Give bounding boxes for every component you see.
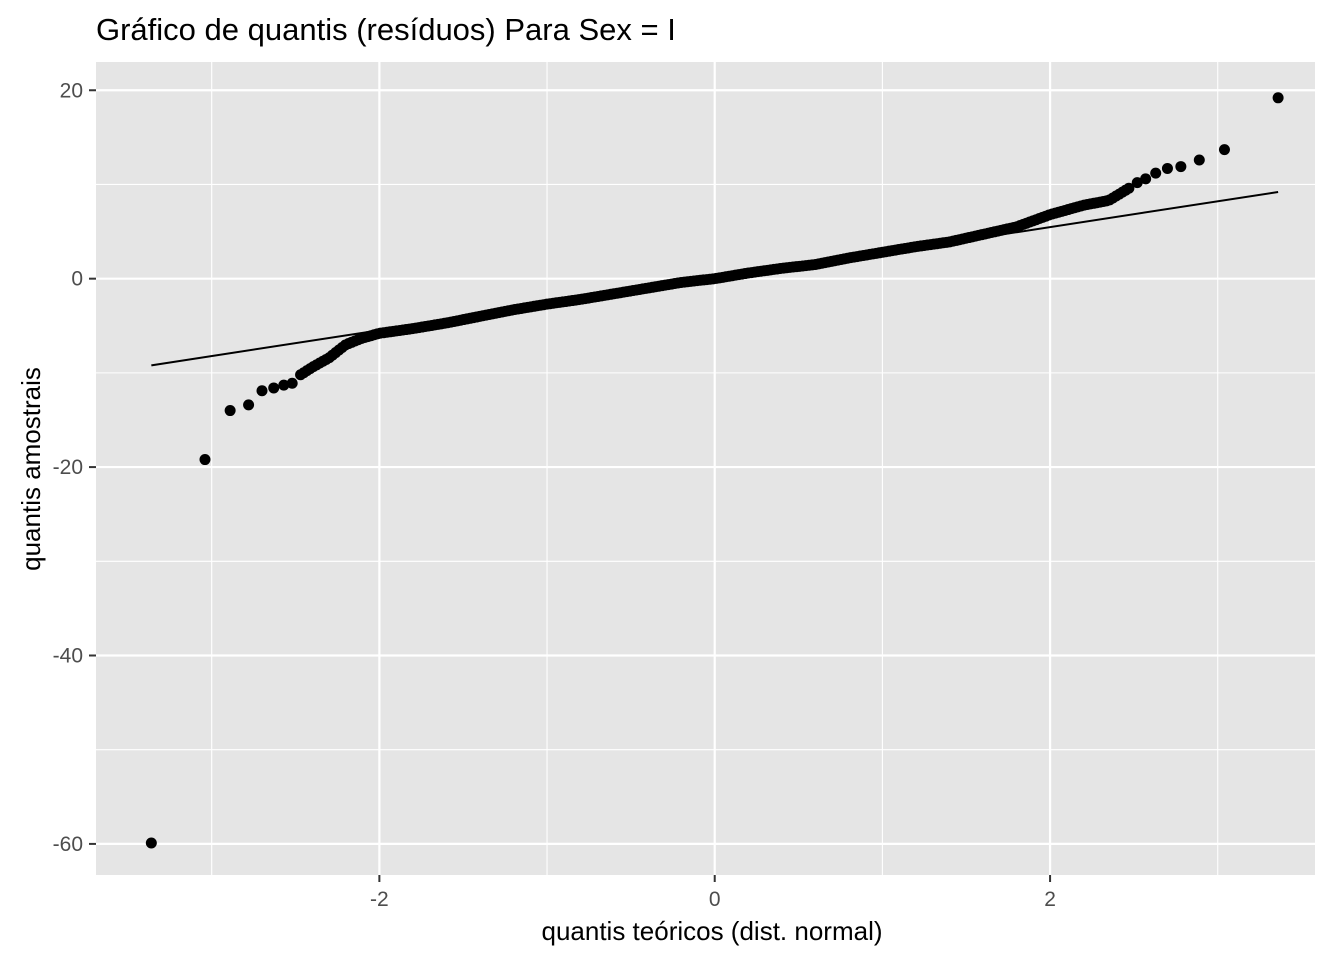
x-axis-title: quantis teóricos (dist. normal) (541, 916, 882, 946)
y-tick-labels: -60 -40 -20 0 20 (53, 79, 83, 856)
data-point (1140, 173, 1152, 185)
data-point (278, 379, 290, 391)
x-tick-label: -2 (370, 888, 389, 911)
data-point (199, 454, 211, 466)
y-tick-label: -60 (53, 833, 83, 856)
data-point (256, 385, 268, 397)
data-point (243, 399, 255, 411)
data-point (1218, 144, 1230, 156)
y-tick-label: 20 (60, 79, 83, 102)
data-point (1150, 167, 1162, 179)
data-point (268, 382, 280, 394)
chart-title: Gráfico de quantis (resíduos) Para Sex =… (96, 12, 676, 47)
data-point (224, 405, 236, 417)
data-point (1272, 92, 1284, 104)
data-point (1123, 182, 1135, 194)
x-tick-label: 0 (709, 888, 721, 911)
x-tick-labels: -2 0 2 (370, 888, 1056, 911)
y-axis-title: quantis amostrais (16, 367, 46, 571)
minor-gridlines (96, 62, 1315, 875)
data-points (145, 92, 1284, 849)
y-tick-label: -20 (53, 456, 83, 479)
x-tick-label: 2 (1044, 888, 1056, 911)
y-tick-label: -40 (53, 644, 83, 667)
data-point (145, 837, 157, 849)
data-point (1193, 154, 1205, 166)
data-point (1175, 161, 1187, 173)
data-point (1161, 162, 1173, 174)
data-point (286, 377, 298, 389)
y-tick-label: 0 (71, 268, 83, 291)
axis-ticks (89, 89, 1052, 882)
data-point (1131, 177, 1143, 189)
